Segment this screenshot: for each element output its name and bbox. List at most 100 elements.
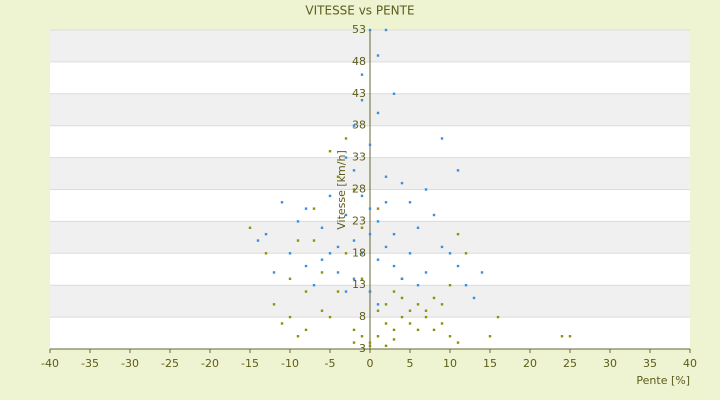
y-tick-label: 3	[359, 342, 366, 355]
point	[456, 341, 460, 344]
point	[360, 252, 364, 255]
point	[384, 28, 388, 32]
point	[360, 98, 364, 102]
point	[464, 252, 468, 255]
point	[424, 309, 428, 312]
point	[360, 277, 364, 281]
y-tick-label: 18	[352, 246, 366, 259]
x-tick-label: -20	[201, 357, 219, 370]
x-tick-label: 10	[443, 357, 457, 370]
point	[368, 232, 372, 236]
x-tick-label: 40	[683, 357, 697, 370]
point	[392, 338, 396, 341]
x-axis-label: Pente [%]	[636, 374, 690, 387]
point	[344, 137, 348, 140]
point	[480, 271, 484, 274]
x-tick-label: -35	[81, 357, 99, 370]
x-tick-label: -5	[325, 357, 336, 370]
point	[408, 201, 412, 204]
point	[432, 296, 436, 300]
y-tick-label: 48	[352, 55, 366, 68]
point	[296, 335, 300, 338]
x-tick-label: 25	[563, 357, 577, 370]
point	[376, 258, 380, 261]
point	[376, 303, 380, 306]
point	[376, 309, 380, 312]
point	[464, 284, 468, 287]
point	[432, 213, 436, 217]
point	[328, 252, 332, 255]
point	[448, 284, 452, 287]
point	[336, 175, 340, 178]
point	[392, 92, 396, 95]
point	[368, 290, 372, 293]
point	[304, 207, 308, 210]
point	[392, 328, 396, 332]
point	[256, 239, 260, 242]
y-tick-label: 33	[352, 151, 366, 164]
x-tick-label: 30	[603, 357, 617, 370]
y-tick-label: 13	[352, 278, 366, 291]
point	[416, 284, 420, 287]
point	[344, 252, 348, 255]
point	[400, 181, 404, 185]
point	[352, 277, 356, 281]
point	[336, 245, 340, 249]
point	[360, 335, 364, 338]
point	[384, 344, 388, 348]
point	[352, 188, 356, 191]
point	[328, 150, 332, 153]
point	[344, 156, 348, 159]
point	[296, 239, 300, 242]
x-tick-label: -25	[161, 357, 179, 370]
point	[376, 54, 380, 57]
point	[296, 220, 300, 223]
point	[456, 264, 460, 268]
y-tick-label: 28	[352, 183, 366, 196]
point	[456, 232, 460, 236]
point	[408, 309, 412, 312]
point	[416, 226, 420, 229]
point	[472, 296, 476, 300]
point	[488, 335, 492, 338]
point	[360, 73, 364, 76]
point	[448, 335, 452, 338]
y-tick-label: 23	[352, 214, 366, 227]
point	[304, 328, 308, 332]
point	[368, 344, 372, 348]
x-tick-label: -10	[281, 357, 299, 370]
y-tick-label: 8	[359, 310, 366, 323]
point	[312, 207, 316, 210]
point	[384, 245, 388, 249]
point	[352, 328, 356, 332]
point	[384, 303, 388, 306]
point	[320, 271, 324, 274]
x-tick-label: -30	[121, 357, 139, 370]
point	[320, 226, 324, 229]
point	[424, 188, 428, 191]
y-tick-label: 38	[352, 119, 366, 132]
point	[400, 315, 404, 319]
y-tick-label: 43	[352, 87, 366, 100]
point	[264, 232, 268, 236]
point	[384, 322, 388, 325]
point	[288, 252, 292, 255]
x-tick-label: 20	[523, 357, 537, 370]
point	[416, 328, 420, 332]
point	[304, 290, 308, 293]
point	[392, 290, 396, 293]
point	[456, 169, 460, 172]
point	[352, 169, 356, 172]
point	[304, 264, 308, 268]
point	[440, 303, 444, 306]
point	[368, 28, 372, 32]
point	[352, 341, 356, 344]
point	[384, 175, 388, 178]
point	[448, 252, 452, 255]
point	[424, 315, 428, 319]
point	[368, 143, 372, 147]
point	[352, 239, 356, 242]
point	[280, 322, 284, 325]
point	[376, 111, 380, 115]
